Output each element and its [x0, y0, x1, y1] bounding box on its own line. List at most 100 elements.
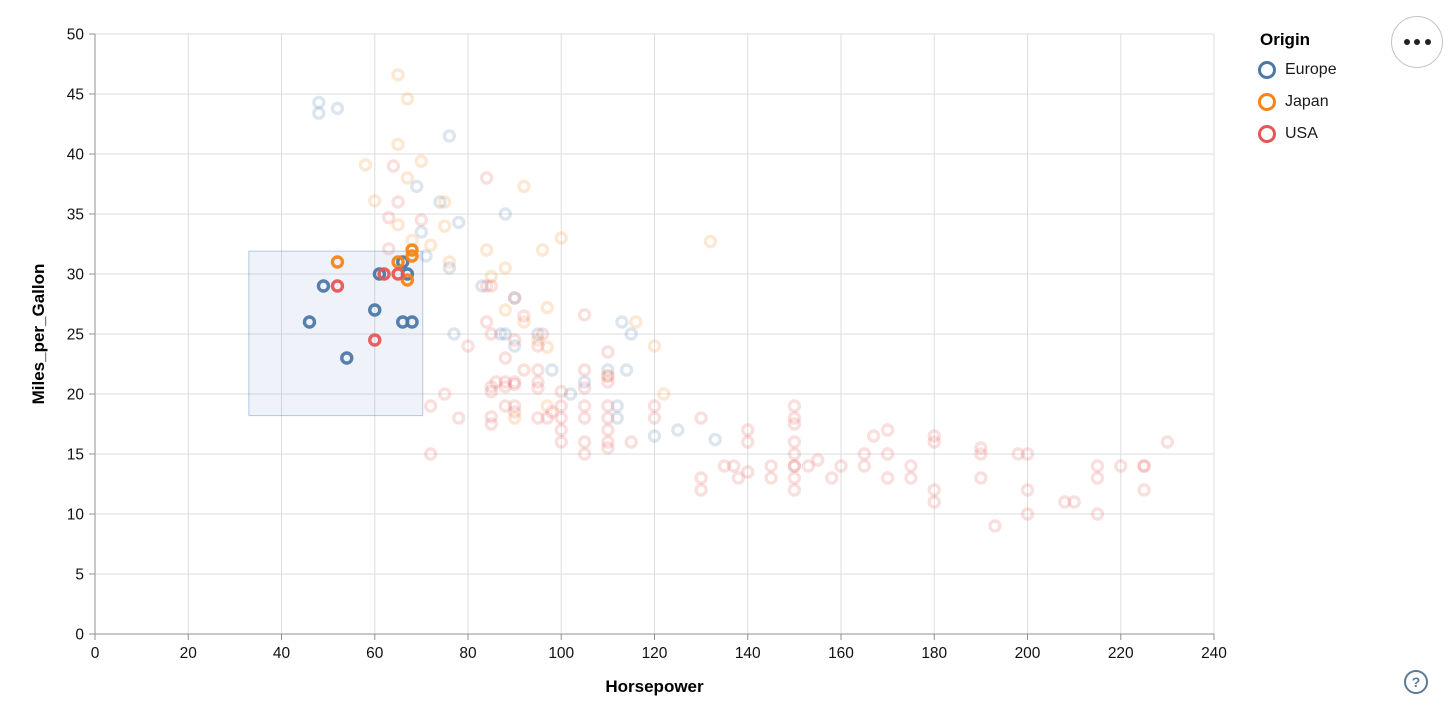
data-point-japan [601, 369, 615, 383]
data-point-japan [647, 339, 662, 353]
data-point-japan [540, 399, 554, 413]
data-point-usa [694, 411, 708, 425]
data-point-japan [554, 231, 568, 245]
data-point-usa [540, 411, 554, 425]
data-point-usa [517, 363, 531, 377]
legend-item-japan: Japan [1258, 92, 1337, 111]
data-point-usa [535, 327, 550, 341]
y-axis-title: Miles_per_Gallon [29, 264, 48, 405]
data-point-usa [1090, 471, 1105, 485]
data-point-usa [382, 242, 396, 256]
x-tick-label: 40 [273, 645, 291, 662]
data-point-europe [414, 225, 429, 239]
data-point-usa [484, 384, 499, 399]
data-point-usa [424, 447, 438, 461]
data-point-japan [400, 92, 415, 106]
data-point-japan [424, 238, 438, 252]
ellipsis-icon [1414, 39, 1420, 45]
data-point-usa [577, 435, 592, 449]
data-point-europe [498, 207, 512, 221]
data-point-usa [1020, 447, 1035, 461]
selected-data-point-europe [340, 351, 354, 365]
x-axis-title: Horsepower [605, 677, 704, 696]
selected-data-point-europe [302, 315, 317, 329]
legend-items: Europe Japan USA [1258, 60, 1337, 143]
x-tick-label: 240 [1201, 645, 1227, 662]
data-point-usa [577, 381, 592, 395]
legend-label: Japan [1285, 93, 1329, 110]
data-point-usa [1090, 459, 1105, 473]
data-point-usa [507, 375, 522, 389]
y-tick-label: 35 [67, 207, 84, 224]
data-point-usa [731, 471, 746, 485]
selected-data-point-europe [316, 279, 331, 293]
data-point-usa [577, 399, 592, 413]
y-tick-label: 10 [67, 507, 85, 524]
y-tick-label: 45 [67, 87, 84, 104]
data-point-usa [554, 435, 568, 449]
data-point-usa [904, 459, 918, 473]
data-point-usa [904, 471, 918, 485]
data-point-usa [694, 471, 708, 485]
data-point-usa [787, 411, 802, 425]
data-point-usa [601, 369, 615, 383]
brush-selection[interactable] [248, 250, 424, 417]
data-point-usa [414, 213, 429, 227]
data-point-japan [498, 303, 512, 317]
data-point-usa [787, 459, 802, 473]
data-point-usa [880, 471, 895, 485]
legend-swatch-usa [1258, 124, 1276, 143]
data-point-japan [391, 137, 405, 152]
data-point-usa [801, 459, 816, 473]
x-tick-label: 100 [548, 645, 574, 662]
data-point-europe [493, 327, 508, 341]
data-point-usa [577, 308, 592, 322]
selected-data-point-japan [330, 255, 345, 269]
axes: 0 20 40 60 80 100 120 140 160 180 200 220 240 0 5 10 15 2… [67, 27, 1228, 663]
data-point-europe [419, 249, 433, 263]
data-point-europe [531, 327, 545, 341]
data-point-usa [517, 309, 531, 323]
legend-swatch-japan [1258, 92, 1276, 111]
chart-actions-menu-button[interactable] [1391, 16, 1443, 68]
data-point-usa [531, 363, 545, 377]
selected-data-point-usa [368, 333, 382, 347]
y-tick-label: 5 [75, 567, 84, 584]
data-point-europe [312, 95, 326, 110]
data-point-europe [442, 129, 457, 143]
data-point-usa [382, 210, 396, 225]
data-point-usa [741, 423, 755, 437]
legend-title: Origin [1260, 30, 1311, 49]
x-tick-label: 200 [1015, 645, 1041, 662]
data-point-usa [1058, 495, 1072, 509]
data-point-usa [787, 399, 802, 413]
data-point-japan [358, 158, 373, 172]
legend-item-usa: USA [1258, 124, 1337, 143]
data-point-japan [517, 179, 531, 194]
data-point-usa [479, 171, 494, 185]
data-point-usa [974, 471, 988, 485]
x-tick-label: 140 [735, 645, 761, 662]
y-tick-label: 50 [67, 27, 85, 44]
help-icon[interactable]: ? [1404, 670, 1428, 694]
data-point-usa [787, 483, 802, 497]
data-point-europe [545, 363, 559, 377]
data-point-usa [484, 410, 499, 424]
data-point-europe [447, 327, 461, 341]
y-tick-label: 25 [67, 327, 84, 344]
selected-data-point-usa [391, 267, 405, 281]
data-point-usa [577, 411, 592, 425]
legend-swatch-europe [1258, 60, 1276, 79]
data-point-usa [834, 459, 848, 473]
ellipsis-icon [1424, 39, 1431, 45]
y-tick-label: 15 [67, 447, 84, 464]
data-point-japan [368, 194, 382, 208]
data-point-usa [866, 429, 881, 443]
data-point-japan [479, 243, 494, 257]
selected-data-point-usa [330, 279, 345, 293]
data-point-usa [787, 435, 802, 449]
data-point-usa [601, 423, 615, 437]
data-point-usa [484, 279, 499, 293]
selected-data-point-usa [377, 267, 391, 281]
